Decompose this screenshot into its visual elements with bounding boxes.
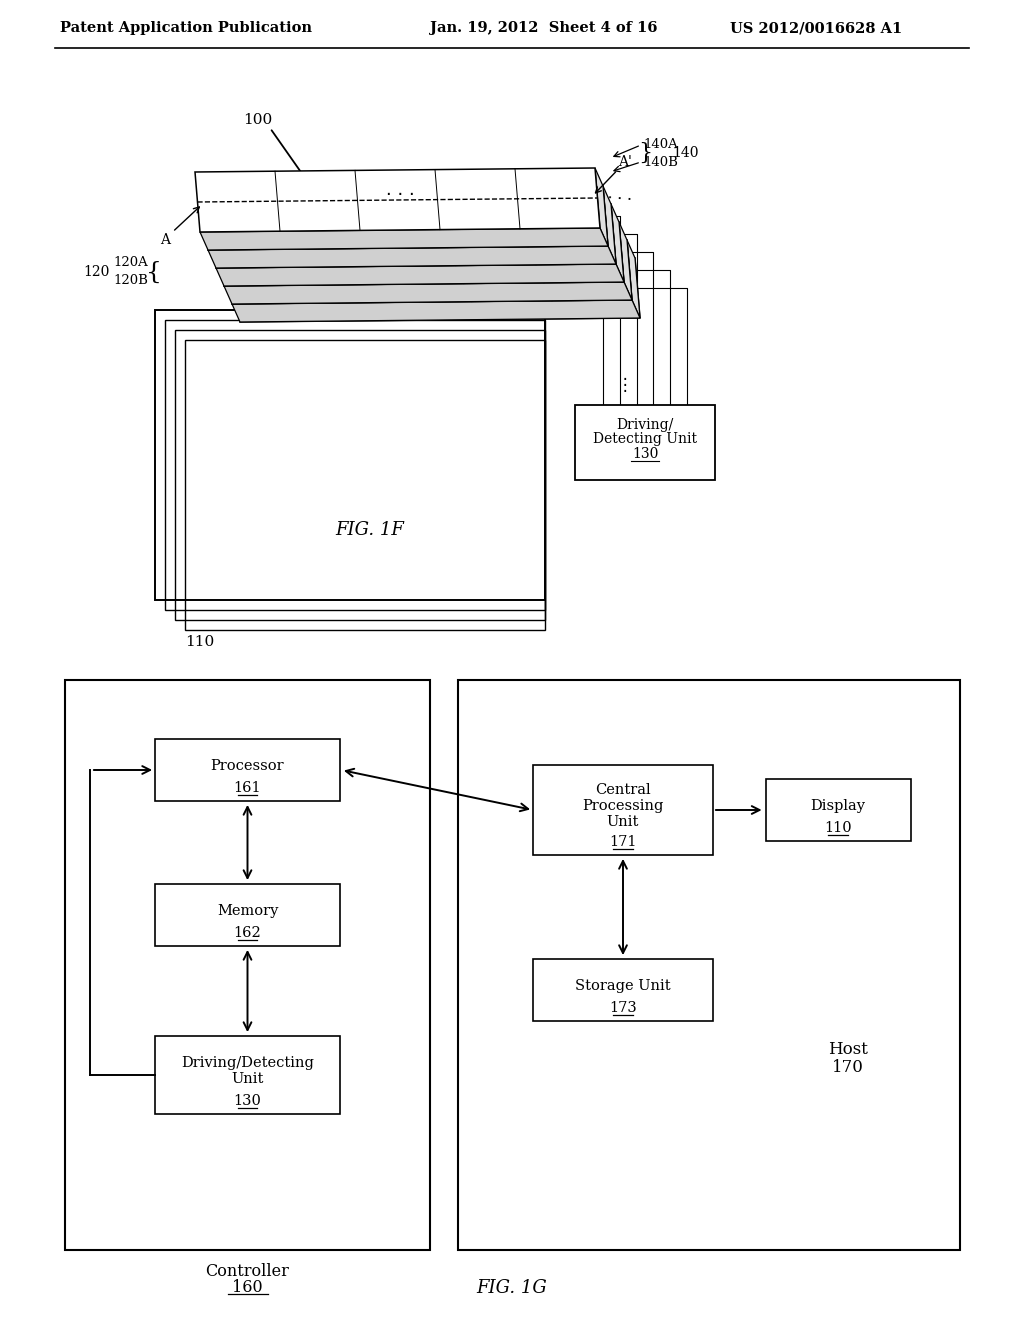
Polygon shape [211,205,616,268]
Polygon shape [611,205,624,282]
Text: US 2012/0016628 A1: US 2012/0016628 A1 [730,21,902,36]
Text: 110: 110 [185,635,215,649]
Polygon shape [618,222,632,300]
Polygon shape [224,282,632,304]
Text: Processor: Processor [211,759,285,774]
FancyBboxPatch shape [575,405,715,480]
Polygon shape [232,300,640,322]
Text: A: A [161,234,171,247]
Text: {: { [146,260,162,284]
Text: 140A: 140A [643,139,678,152]
Text: ⋮: ⋮ [616,376,633,393]
Text: Display: Display [811,799,865,813]
Text: · · ·: · · · [607,191,633,209]
FancyBboxPatch shape [155,1036,340,1114]
Text: 130: 130 [632,447,658,462]
FancyBboxPatch shape [155,884,340,946]
FancyBboxPatch shape [534,766,713,855]
Text: Processing: Processing [583,799,664,813]
Text: }: } [638,143,652,164]
Text: FIG. 1F: FIG. 1F [336,521,404,539]
Text: Memory: Memory [217,904,279,917]
Polygon shape [203,186,608,249]
Text: 100: 100 [244,114,272,127]
FancyBboxPatch shape [766,779,910,841]
Polygon shape [216,264,624,286]
Text: Jan. 19, 2012  Sheet 4 of 16: Jan. 19, 2012 Sheet 4 of 16 [430,21,657,36]
Text: 140: 140 [672,147,698,160]
Text: 140B: 140B [643,156,678,169]
Text: 120B: 120B [113,273,148,286]
FancyBboxPatch shape [534,960,713,1020]
Text: Driving/Detecting: Driving/Detecting [181,1056,314,1071]
Text: Host: Host [828,1041,868,1059]
Polygon shape [603,186,616,264]
Polygon shape [208,246,616,268]
Text: Controller: Controller [206,1263,290,1280]
Text: FIG. 1G: FIG. 1G [476,1279,548,1298]
Text: 173: 173 [609,1001,637,1015]
Polygon shape [195,168,600,232]
Text: Patent Application Publication: Patent Application Publication [60,21,312,36]
Text: 130: 130 [233,1094,261,1107]
Text: 160: 160 [232,1279,263,1296]
Polygon shape [234,257,640,322]
Text: Unit: Unit [607,816,639,829]
Polygon shape [227,240,632,304]
FancyBboxPatch shape [155,739,340,801]
Text: 171: 171 [609,836,637,849]
FancyBboxPatch shape [458,680,961,1250]
Polygon shape [595,168,608,246]
Polygon shape [200,228,608,249]
Text: 120: 120 [84,265,110,279]
Text: 170: 170 [833,1059,864,1076]
Text: Driving/: Driving/ [616,417,674,432]
Text: Central: Central [595,783,651,797]
Text: · · ·: · · · [386,186,415,205]
Text: 120A: 120A [114,256,148,269]
Text: Storage Unit: Storage Unit [575,979,671,993]
Text: 161: 161 [233,781,261,795]
Text: 110: 110 [824,821,852,836]
Polygon shape [219,222,624,286]
Text: A': A' [618,154,633,169]
Text: Unit: Unit [231,1072,264,1086]
Text: 162: 162 [233,927,261,940]
Text: Detecting Unit: Detecting Unit [593,432,697,446]
Polygon shape [627,240,640,318]
FancyBboxPatch shape [65,680,430,1250]
